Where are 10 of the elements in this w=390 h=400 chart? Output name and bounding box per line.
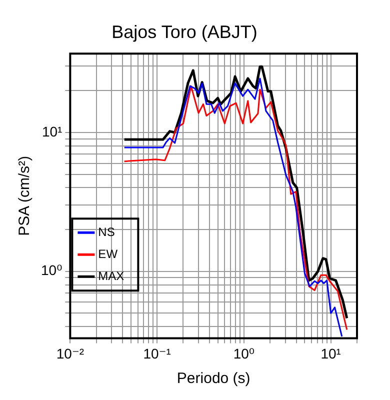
chart-title: Bajos Toro (ABJT) [112,22,258,42]
x-tick-label: 10⁻¹ [143,345,172,362]
legend-label: NS [98,224,115,239]
y-axis-title: PSA (cm/s²) [16,156,34,236]
legend-label: EW [98,246,118,261]
legend-label: MAX [98,268,124,283]
x-tick-label: 10⁰ [233,345,255,362]
x-tick-label: 10¹ [320,345,342,362]
x-tick-label: 10⁻² [56,345,84,362]
x-axis-title: Periodo (s) [176,370,250,388]
